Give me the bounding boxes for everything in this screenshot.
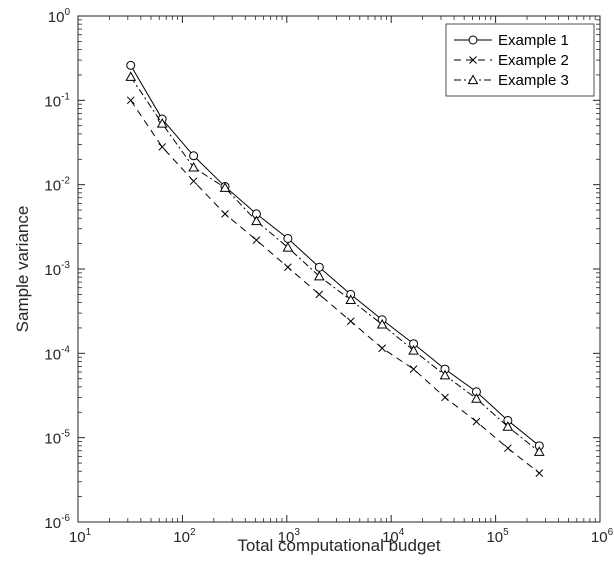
y-tick-label: 10-3	[44, 260, 70, 279]
series-line	[130, 100, 540, 474]
plot-frame	[77, 15, 601, 523]
series-2	[126, 96, 544, 477]
data-point	[314, 262, 324, 272]
series-3	[125, 71, 545, 456]
plot-area	[78, 16, 600, 522]
x-tick-label: 105	[486, 527, 509, 546]
data-point	[346, 317, 355, 326]
y-tick-label: 10-5	[44, 429, 70, 448]
y-axis-title: Sample variance	[13, 206, 32, 333]
data-point	[125, 71, 137, 81]
data-point	[345, 294, 357, 305]
data-point	[376, 318, 388, 329]
data-point	[221, 210, 229, 218]
data-point	[441, 393, 449, 402]
legend-entry: Example 3	[454, 72, 569, 89]
data-point	[189, 151, 199, 161]
legend: Example 1 Example 2 Example 3	[445, 23, 595, 97]
y-tick-label: 10-2	[44, 176, 70, 195]
series-line	[130, 65, 540, 447]
y-axis-ticks: 100 10-1 10-2 10-3 10-4 10-5 10-6	[44, 7, 600, 532]
y-tick-label: 10-6	[44, 513, 70, 532]
data-point	[315, 290, 324, 299]
data-point	[439, 369, 451, 380]
legend-entry: Example 1	[454, 32, 569, 49]
data-point	[283, 233, 293, 243]
data-point	[408, 344, 419, 355]
data-point	[282, 241, 294, 252]
x-tick-label: 104	[382, 527, 405, 546]
x-tick-label: 106	[591, 527, 614, 546]
legend-entry: Example 2	[454, 52, 569, 69]
legend-label: Example 3	[498, 72, 569, 89]
data-point	[188, 161, 199, 172]
data-point	[284, 263, 292, 272]
legend-label: Example 2	[498, 52, 569, 69]
data-point	[219, 182, 231, 192]
data-point	[189, 177, 198, 186]
data-point	[252, 236, 261, 244]
x-tick-label: 101	[69, 527, 92, 546]
legend-marker	[468, 35, 478, 45]
x-axis-title: Total computational budget	[237, 536, 440, 555]
legend-marker	[469, 56, 477, 64]
legend-label: Example 1	[498, 32, 569, 49]
legend-marker	[467, 74, 479, 85]
y-tick-label: 10-1	[44, 91, 70, 110]
y-tick-label: 100	[48, 7, 71, 26]
data-point	[158, 143, 167, 151]
data-point	[535, 469, 544, 477]
data-point	[378, 344, 387, 353]
data-point	[126, 60, 136, 70]
series-layer	[125, 60, 545, 477]
data-point	[313, 270, 325, 281]
data-point	[504, 444, 512, 453]
data-point	[156, 118, 168, 128]
x-axis-ticks: 101 102 103 104 105 106	[69, 16, 614, 546]
data-point	[502, 421, 514, 431]
data-point	[409, 365, 418, 373]
data-point	[126, 96, 135, 105]
data-point	[533, 446, 545, 456]
series-line	[130, 76, 540, 453]
data-point	[251, 215, 262, 226]
y-tick-label: 10-4	[44, 344, 70, 363]
data-point	[472, 417, 481, 426]
x-tick-label: 102	[173, 527, 196, 546]
data-point	[471, 393, 482, 403]
x-tick-label: 103	[278, 527, 301, 546]
